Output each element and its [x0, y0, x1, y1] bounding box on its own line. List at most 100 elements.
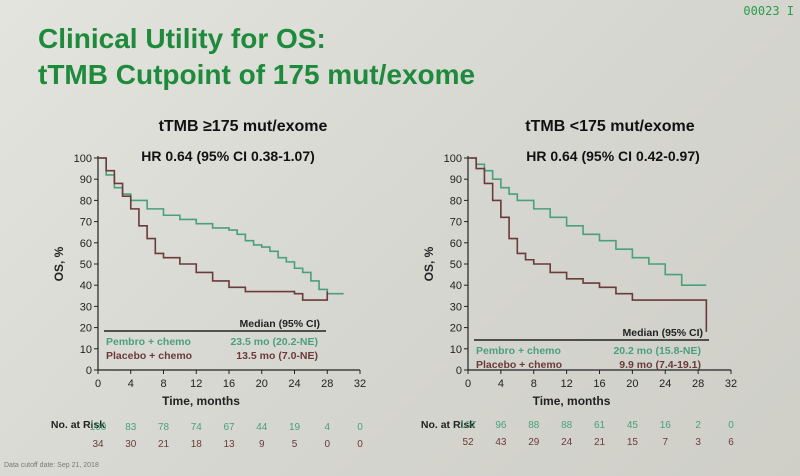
- km-chart-2: [464, 156, 732, 374]
- y-tick-label: 40: [450, 280, 462, 292]
- at-risk-count: 88: [528, 420, 540, 431]
- x-tick-label: 24: [288, 378, 300, 390]
- x-axis-label: Time, months: [533, 394, 611, 408]
- at-risk-count: 18: [191, 439, 203, 450]
- y-tick-label: 30: [80, 301, 92, 313]
- chart-title: tTMB ≥175 mut/exome: [159, 118, 328, 135]
- at-risk-count: 34: [92, 439, 104, 450]
- at-risk-count: 4: [324, 422, 330, 433]
- km-curve-pembro: [468, 157, 707, 286]
- legend-series-name: Pembro + chemo: [476, 345, 561, 357]
- y-tick-label: 40: [80, 280, 92, 292]
- y-tick-label: 90: [80, 174, 92, 186]
- y-axis-label: OS, %: [52, 246, 66, 281]
- at-risk-label: No. at Risk: [51, 419, 105, 431]
- at-risk-count: 6: [728, 437, 734, 448]
- y-tick-label: 10: [450, 344, 462, 356]
- at-risk-count: 67: [223, 422, 235, 433]
- x-axis-label: Time, months: [162, 394, 240, 408]
- y-tick-label: 80: [80, 195, 92, 207]
- at-risk-count: 30: [125, 439, 137, 450]
- legend-series-median: 20.2 mo (15.8-NE): [613, 345, 701, 357]
- legend-series-name: Placebo + chemo: [106, 350, 192, 362]
- y-tick-label: 20: [450, 323, 462, 335]
- y-tick-label: 60: [450, 238, 462, 250]
- y-tick-label: 20: [80, 323, 92, 335]
- at-risk-count: 9: [259, 439, 265, 450]
- legend-series-median: 23.5 mo (20.2-NE): [230, 336, 318, 348]
- at-risk-count: 15: [627, 437, 639, 448]
- at-risk-count: 3: [695, 437, 701, 448]
- x-tick-label: 12: [190, 378, 202, 390]
- at-risk-count: 74: [191, 422, 203, 433]
- at-risk-count: 43: [495, 437, 507, 448]
- legend-series-name: Placebo + chemo: [476, 359, 562, 371]
- at-risk-count: 13: [223, 439, 235, 450]
- y-tick-label: 60: [80, 238, 92, 250]
- y-tick-label: 10: [80, 344, 92, 356]
- km-chart-1: [94, 156, 361, 374]
- x-tick-label: 8: [160, 378, 166, 390]
- y-tick-label: 0: [456, 365, 462, 377]
- x-tick-label: 0: [95, 378, 101, 390]
- x-tick-label: 24: [659, 378, 671, 390]
- x-tick-label: 28: [692, 378, 704, 390]
- at-risk-count: 24: [561, 437, 573, 448]
- at-risk-count: 0: [357, 439, 363, 450]
- chart-subtitle: HR 0.64 (95% CI 0.38-1.07): [141, 148, 315, 164]
- y-tick-label: 50: [450, 259, 462, 271]
- at-risk-count: 107: [460, 420, 477, 431]
- y-tick-label: 100: [444, 153, 462, 165]
- x-tick-label: 12: [561, 378, 573, 390]
- corner-counter: 00023 I: [743, 4, 794, 18]
- at-risk-count: 0: [357, 422, 363, 433]
- at-risk-count: 52: [462, 437, 474, 448]
- chart-subtitle: HR 0.64 (95% CI 0.42-0.97): [526, 148, 700, 164]
- x-tick-label: 4: [128, 378, 134, 390]
- at-risk-count: 78: [158, 422, 170, 433]
- x-tick-label: 28: [321, 378, 333, 390]
- x-tick-label: 20: [256, 378, 268, 390]
- y-tick-label: 80: [450, 195, 462, 207]
- legend-series-median: 13.5 mo (7.0-NE): [236, 350, 318, 362]
- y-axis-label: OS, %: [422, 246, 436, 281]
- x-tick-label: 4: [498, 378, 504, 390]
- at-risk-label: No. at Risk: [421, 419, 475, 431]
- y-tick-label: 50: [80, 259, 92, 271]
- legend-series-name: Pembro + chemo: [106, 336, 191, 348]
- at-risk-count: 45: [627, 420, 639, 431]
- slide-title-line1: Clinical Utility for OS:: [38, 23, 326, 54]
- at-risk-count: 88: [561, 420, 573, 431]
- x-tick-label: 0: [465, 378, 471, 390]
- x-tick-label: 16: [223, 378, 235, 390]
- at-risk-count: 100: [90, 422, 107, 433]
- at-risk-count: 16: [660, 420, 672, 431]
- y-tick-label: 0: [86, 365, 92, 377]
- data-cutoff-footnote: Data cutoff date: Sep 21, 2018: [4, 462, 99, 469]
- km-curve-pembro: [98, 157, 344, 295]
- legend-header: Median (95% CI): [622, 327, 703, 339]
- km-curve-placebo: [468, 157, 708, 332]
- legend-series-median: 9.9 mo (7.4-19.1): [619, 359, 701, 371]
- at-risk-count: 0: [728, 420, 734, 431]
- y-tick-label: 90: [450, 174, 462, 186]
- at-risk-count: 5: [292, 439, 298, 450]
- at-risk-count: 2: [695, 420, 701, 431]
- legend-header: Median (95% CI): [239, 318, 320, 330]
- chart-title: tTMB <175 mut/exome: [525, 118, 694, 135]
- y-tick-label: 70: [80, 217, 92, 229]
- x-tick-label: 16: [593, 378, 605, 390]
- y-tick-label: 30: [450, 301, 462, 313]
- y-tick-label: 70: [450, 217, 462, 229]
- at-risk-count: 96: [495, 420, 507, 431]
- at-risk-count: 29: [528, 437, 540, 448]
- at-risk-count: 44: [256, 422, 268, 433]
- slide-title-line2: tTMB Cutpoint of 175 mut/exome: [38, 59, 476, 90]
- x-tick-label: 32: [354, 378, 366, 390]
- x-tick-label: 20: [626, 378, 638, 390]
- at-risk-count: 19: [289, 422, 301, 433]
- at-risk-count: 61: [594, 420, 606, 431]
- x-tick-label: 8: [531, 378, 537, 390]
